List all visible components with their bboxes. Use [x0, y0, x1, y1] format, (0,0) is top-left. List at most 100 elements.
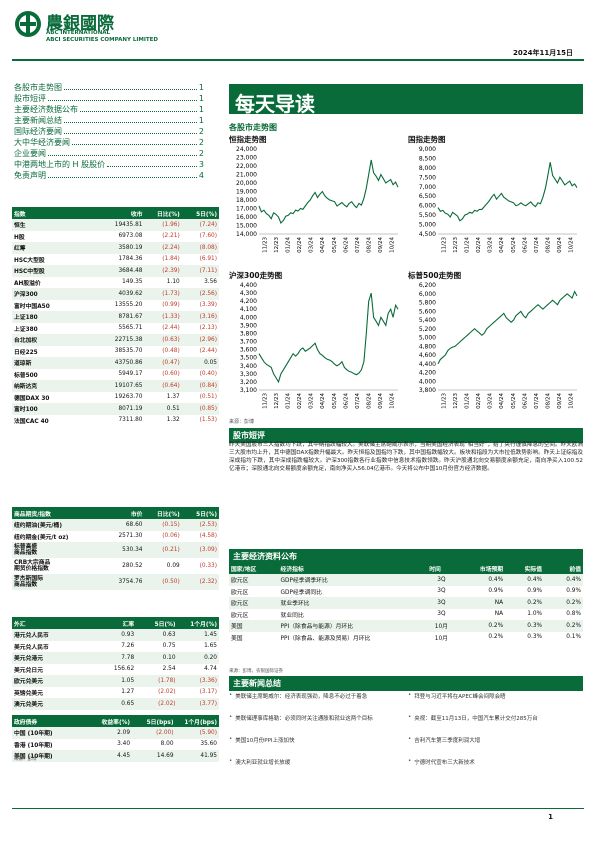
left-source: 来源：彭博	[14, 757, 37, 762]
x-tick-label: 11/23	[441, 237, 447, 253]
x-tick-label: 10/24	[569, 393, 575, 409]
bullet-icon: •	[229, 714, 233, 720]
table-cell: 澳元兑美元	[12, 698, 95, 710]
x-tick-label: 06/24	[343, 393, 349, 409]
toc-item-page: 2	[198, 138, 204, 147]
table-row: 美国 PPI（除食品与能源）月环比 10月 0.2% 0.3% 0.2%	[229, 620, 583, 632]
x-tick-label: 12/23	[453, 393, 459, 409]
x-tick-label: 10/24	[569, 237, 575, 253]
table-cell: 1.0%	[527, 611, 543, 618]
commodity-table: 商品期货/指数 市价 日比(%) 5日(%) 纽约期油(美元/桶) 68.60 (0.15)…	[12, 507, 219, 590]
bond-table: 政府债券 收益率(%) 5日(bps) 1个月(bps) 中国 (10年期) 2.09 (2…	[12, 715, 219, 762]
table-cell: (7.60)	[199, 233, 217, 240]
y-tick-label: 4,300	[240, 290, 257, 297]
table-row: 标普高盛 商品指数 530.34 (0.21) (3.09)	[12, 542, 219, 558]
table-cell: (0.48)	[162, 348, 180, 355]
table-cell: 3684.48	[94, 265, 145, 277]
table-row: CRB大宗商品 期货价格指数 280.52 0.09 (0.33)	[12, 558, 219, 574]
table-cell: 0.20	[177, 652, 219, 664]
toc-item[interactable]: 各股市走势图 1	[14, 82, 204, 93]
table-cell: 欧元区	[231, 612, 249, 619]
table-cell: (0.85)	[181, 403, 219, 415]
news-item-text: 央视：截至11月13日，中国汽车累计交付285万台	[414, 716, 538, 722]
table-cell: 1.32	[166, 417, 180, 424]
table-cell: 1.45	[177, 629, 219, 641]
table-cell: 8.00	[160, 741, 174, 748]
table-cell: 红筹	[12, 242, 95, 254]
y-tick-label: 22,000	[236, 163, 257, 170]
toc-leader	[72, 144, 197, 145]
table-cell: (2.44)	[199, 348, 217, 355]
table-cell: (1.33)	[144, 311, 182, 323]
toc-item[interactable]: 主要经济数据公布 1	[14, 104, 204, 115]
toc-item[interactable]: 国际经济要闻 2	[14, 126, 204, 137]
toc-item[interactable]: 股市短评 1	[14, 93, 204, 104]
chart-hscei-title: 国指走势图	[408, 135, 446, 144]
table-cell: (2.00)	[132, 727, 176, 739]
table-row: 美国 PPI（除食品、能源及贸易）月环比 10月 0.2% 0.3% 0.1%	[229, 632, 583, 644]
table-cell: (2.02)	[136, 698, 178, 710]
table-row: 欧元区 就业季环比 3Q NA 0.2% 0.2%	[229, 597, 583, 609]
table-cell: 3.56	[204, 279, 217, 286]
toc-item[interactable]: 免责声明 4	[14, 170, 204, 181]
table-cell: 4.74	[204, 666, 217, 673]
table-row: 中国 (10年期) 2.09 (2.00) (5.90)	[12, 727, 219, 739]
x-tick-label: 07/24	[355, 237, 361, 253]
table-header-row: 政府债券 收益率(%) 5日(bps) 1个月(bps)	[12, 715, 219, 727]
company-name-cn: 農銀國際	[46, 14, 114, 34]
table-cell: 1.05	[94, 675, 137, 687]
y-tick-label: 4,200	[419, 370, 436, 377]
series-line	[258, 292, 399, 384]
x-tick-label: 07/24	[534, 237, 540, 253]
table-row: 澳元兑美元 0.65 (2.02) (3.77)	[12, 698, 219, 710]
econ-source: 来源：彭博，农银国际证券	[229, 669, 283, 674]
table-cell: HSC大型股	[14, 257, 45, 264]
table-cell: (3.09)	[181, 542, 219, 558]
section-comment-title: 股市短评	[229, 428, 583, 443]
x-tick-label: 02/24	[476, 393, 482, 409]
y-tick-label: 3,800	[419, 387, 436, 394]
table-cell: 13555.20	[114, 302, 143, 309]
table-cell: 2.09	[86, 727, 133, 739]
series-line	[258, 159, 399, 224]
table-cell: 0.4%	[455, 574, 506, 586]
table-cell: (1.96)	[144, 219, 182, 231]
toc-leader	[48, 155, 197, 156]
toc-item[interactable]: 中港两地上市的 H 股股价 3	[14, 159, 204, 170]
y-tick-label: 5,500	[419, 212, 436, 219]
table-row: H股 6973.08 (2.21) (7.60)	[12, 231, 219, 243]
company-name-en2: ABCI SECURITIES COMPANY LIMITED	[46, 37, 158, 43]
table-cell: 3Q	[437, 611, 446, 618]
toc-item[interactable]: 企业要闻 2	[14, 148, 204, 159]
column-header: 5日(bps)	[132, 715, 176, 727]
toc-item[interactable]: 主要新闻总结 1	[14, 115, 204, 126]
table-cell: 5949.17	[118, 371, 143, 378]
toc-leader	[64, 122, 197, 123]
table-cell: 日经225	[14, 349, 38, 356]
toc-item-label: 免责声明	[14, 171, 46, 180]
table-cell: (0.50)	[144, 574, 182, 590]
toc-item-page: 4	[198, 171, 204, 180]
table-cell: (2.13)	[199, 325, 217, 332]
toc-item-page: 1	[198, 105, 204, 114]
series-line	[437, 290, 578, 365]
table-cell: 港元兑人民币	[12, 629, 95, 641]
table-cell: 1.37	[166, 394, 180, 401]
table-row: 台北加权 22715.38 (0.63) (2.96)	[12, 334, 219, 346]
x-tick-label: 02/24	[297, 393, 303, 409]
toc-item-label: 主要经济数据公布	[14, 105, 78, 114]
table-cell: (1.78)	[136, 675, 178, 687]
table-cell: 3Q	[427, 597, 456, 609]
table-cell: 0.9%	[527, 588, 543, 595]
table-cell: 19107.65	[94, 380, 145, 392]
table-cell: 1.27	[121, 689, 135, 696]
y-tick-label: 19,000	[236, 189, 257, 196]
table-cell: 富时中国A50	[14, 303, 50, 310]
table-cell: 10月	[434, 635, 448, 642]
toc-item[interactable]: 大中华经济要闻 2	[14, 137, 204, 148]
x-tick-label: 05/24	[332, 393, 338, 409]
table-cell: 6973.08	[118, 233, 143, 240]
y-tick-label: 4,100	[240, 306, 257, 313]
table-cell: 2.54	[162, 666, 176, 673]
